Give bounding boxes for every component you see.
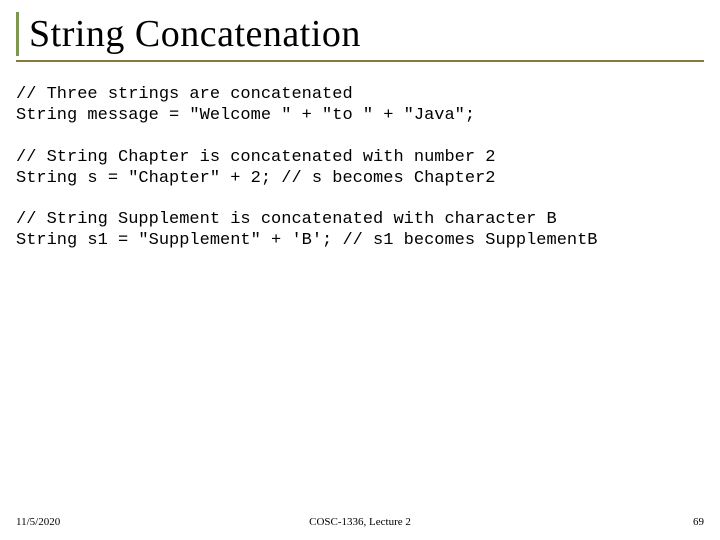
footer-page: 69 — [693, 516, 704, 528]
title-wrap: String Concatenation — [16, 12, 704, 56]
slide-title: String Concatenation — [29, 12, 704, 56]
code-block-1: // Three strings are concatenated String… — [16, 84, 704, 127]
title-underline — [16, 60, 704, 62]
footer-center: COSC-1336, Lecture 2 — [309, 516, 411, 528]
code-line: String s = "Chapter" + 2; // s becomes C… — [16, 169, 495, 188]
code-line: // Three strings are concatenated — [16, 85, 353, 104]
code-line: String s1 = "Supplement" + 'B'; // s1 be… — [16, 231, 598, 250]
code-line: // String Supplement is concatenated wit… — [16, 210, 557, 229]
footer: 11/5/2020 COSC-1336, Lecture 2 69 — [16, 516, 704, 528]
code-block-3: // String Supplement is concatenated wit… — [16, 209, 704, 252]
code-line: // String Chapter is concatenated with n… — [16, 148, 495, 167]
slide: String Concatenation // Three strings ar… — [0, 0, 720, 540]
code-block-2: // String Chapter is concatenated with n… — [16, 147, 704, 190]
footer-date: 11/5/2020 — [16, 516, 60, 528]
code-line: String message = "Welcome " + "to " + "J… — [16, 106, 475, 125]
